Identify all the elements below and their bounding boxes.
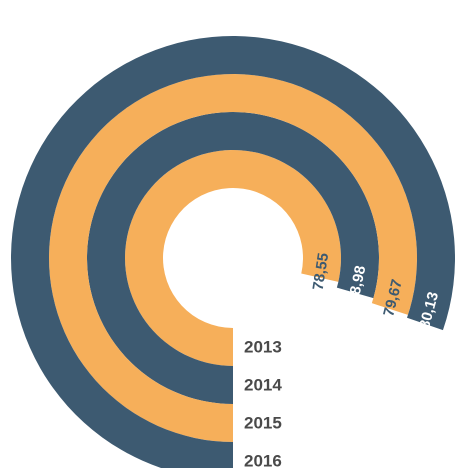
year-label-2015: 2015 (244, 414, 282, 433)
year-label-2014: 2014 (244, 376, 282, 395)
ring-arc-2013 (124, 150, 341, 366)
year-label-2013: 2013 (244, 338, 282, 357)
year-label-2016: 2016 (244, 452, 282, 469)
value-label-2013: 78,55 (310, 252, 333, 292)
